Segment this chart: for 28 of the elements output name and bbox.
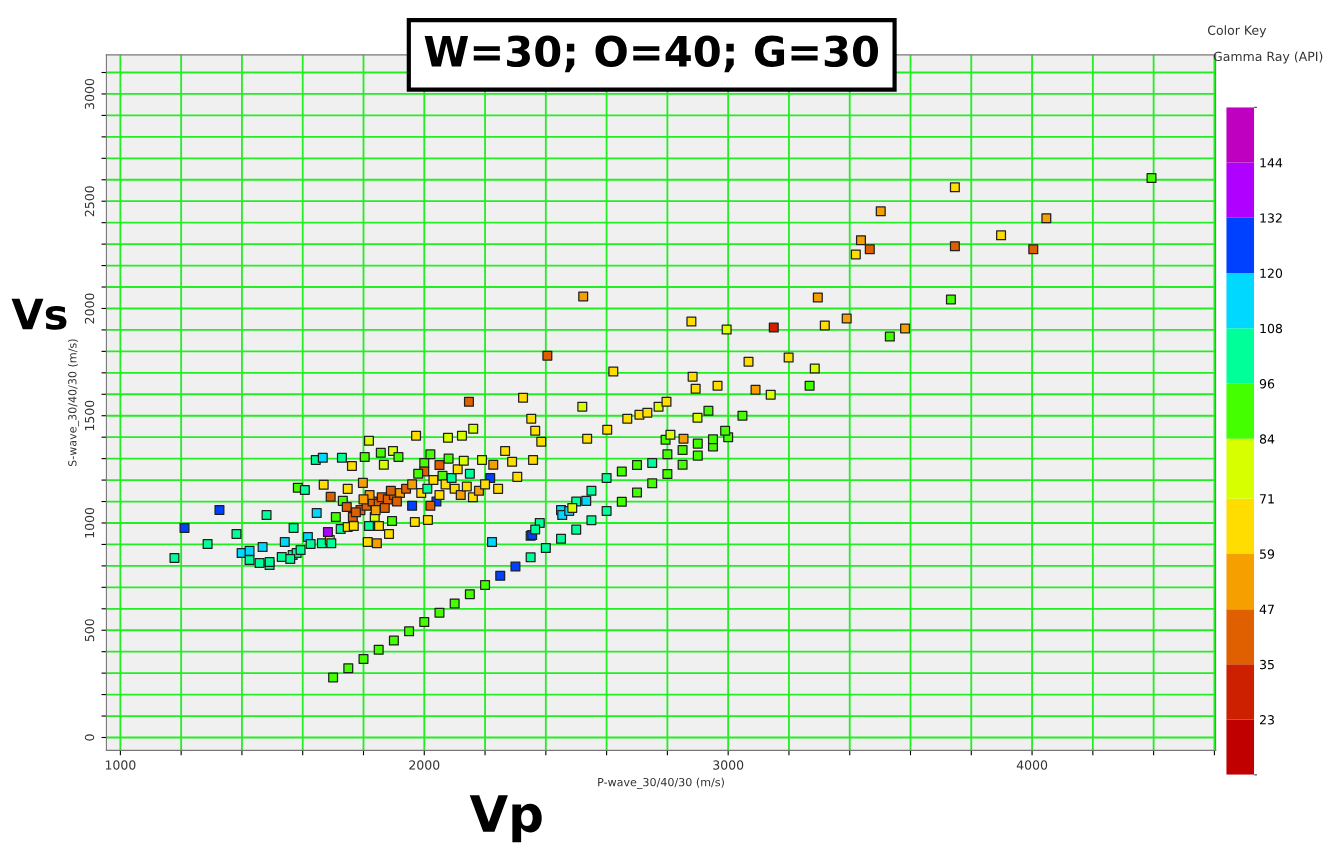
color-bar-label: 23 <box>1259 715 1274 725</box>
y-tick-label: 2500 <box>84 186 95 217</box>
x-tick-label: 4000 <box>1016 760 1048 770</box>
color-bar-label: 35 <box>1260 659 1274 670</box>
color-bar-label: 108 <box>1260 323 1283 334</box>
color-bar-label: 59 <box>1260 549 1275 559</box>
color-bar-label: 132 <box>1260 213 1282 223</box>
y-tick-label: 2000 <box>84 293 95 324</box>
y-axis-title: S-wave_30/40/30 (m/s) <box>67 339 80 467</box>
color-bar-label: 71 <box>1260 494 1274 504</box>
text: Vs <box>11 298 67 330</box>
color-bar-label: 96 <box>1259 379 1275 389</box>
color-bar-label: 84 <box>1259 434 1275 444</box>
y-tick-label: 500 <box>84 619 95 642</box>
y-tick-label: 3000 <box>84 78 95 109</box>
text: Vp <box>469 795 542 843</box>
x-axis-title: P-wave_30/40/30 (m/s) <box>598 777 724 789</box>
chart-title: W=30; O=40; G=30 <box>424 35 879 73</box>
color-bar-label: 144 <box>1260 158 1283 168</box>
x-tick-label: 3000 <box>713 760 744 770</box>
color-bar-label: 120 <box>1260 268 1283 278</box>
y-tick-label: 0 <box>84 734 95 741</box>
y-tick-label: 1500 <box>84 400 95 431</box>
y-tick-label: 1000 <box>84 507 95 538</box>
x-tick-label: 2000 <box>409 760 440 770</box>
color-bar-label: 47 <box>1259 604 1274 614</box>
text: Color Key <box>1207 25 1267 38</box>
x-tick-label: 1000 <box>105 760 136 770</box>
